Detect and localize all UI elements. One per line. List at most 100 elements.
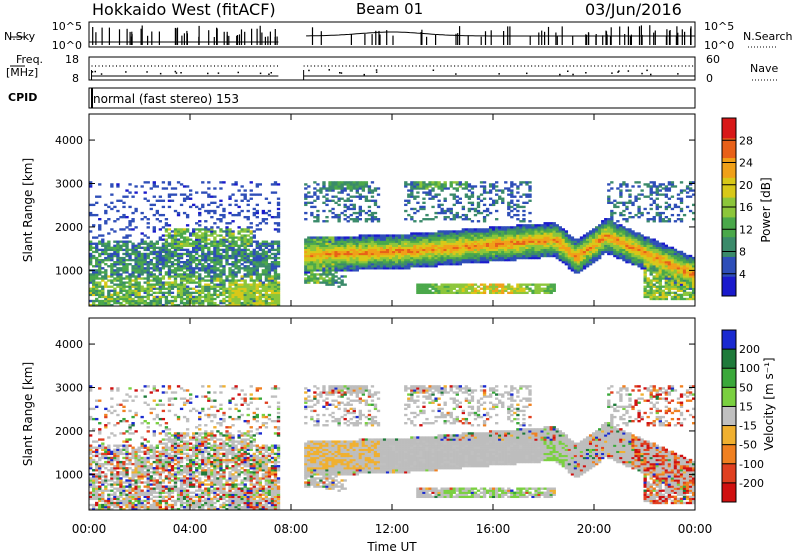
power-cell [558,244,562,247]
power-cell [140,242,144,245]
power-cell [225,275,229,278]
power-cell [361,236,366,239]
power-cell [413,183,417,186]
power-cell [458,287,462,290]
power-cell [495,236,499,239]
power-cell [192,244,196,247]
power-cell [358,242,362,245]
power-cell [498,228,502,231]
power-cell [304,201,308,205]
power-cell [310,238,314,241]
power-cell [113,283,117,286]
power-cell [582,246,587,250]
freq-mark [618,70,620,72]
power-cell [316,265,320,268]
power-cell [407,189,411,192]
power-cell [155,297,159,301]
power-cell [404,267,408,270]
power-cell [625,232,629,235]
power-cell [173,303,178,307]
power-cell [346,260,350,264]
power-cell [243,291,247,295]
power-cell [631,242,635,245]
power-cell [276,244,281,247]
power-cell [234,242,238,245]
power-cell [434,250,438,254]
power-cell [149,275,153,278]
power-cell [525,246,529,250]
power-cell [207,293,211,297]
power-cell [528,236,532,239]
power-cell [364,250,369,254]
power-cell [588,256,593,260]
power-cell [431,232,435,235]
power-cell [528,283,532,286]
power-cell [640,242,644,245]
power-cell [246,242,250,245]
power-cell [398,250,402,254]
power-cell [164,242,169,245]
power-cell [561,228,566,231]
power-cell [591,240,596,243]
power-cell [255,277,259,280]
power-cell [216,248,220,252]
power-cell [637,240,641,243]
power-cell [264,299,269,303]
power-cell [188,269,193,272]
power-cell [116,271,120,274]
power-cell [307,256,311,260]
power-cell [219,271,223,274]
power-cell [316,260,320,264]
power-cell [343,238,347,241]
power-cell [337,181,341,184]
power-cell [201,244,205,247]
power-cell [519,250,523,254]
power-cell [110,265,114,268]
power-cell [401,252,405,256]
power-cell [255,252,259,256]
power-cell [325,187,329,190]
power-cell [116,297,120,301]
power-cell [440,242,444,245]
power-cell [316,252,320,256]
power-cell [246,271,250,274]
power-cell [246,285,250,288]
power-cell [207,295,211,299]
power-cell [276,248,281,252]
power-cell [385,263,390,266]
power-cell [452,232,456,235]
power-cell [485,240,490,243]
power-cell [188,287,193,290]
power-cell [564,254,569,258]
power-cell [582,236,587,239]
power-cell [276,228,281,231]
power-cell [367,199,372,202]
power-cell [392,267,396,270]
power-cell [531,238,535,241]
power-cell [249,181,253,184]
power-cell [140,267,144,270]
power-cell [164,301,169,305]
power-cell [337,242,341,245]
power-cell [607,224,611,227]
power-cell [443,232,447,235]
power-cell [170,301,175,305]
power-cell [173,228,178,231]
power-cell [343,256,347,260]
power-cell [222,236,226,239]
power-cell [637,211,641,215]
power-cell [219,244,223,247]
power-cell [491,250,496,254]
power-cell [258,222,263,225]
power-cell [140,232,144,235]
power-cell [513,207,517,211]
power-cell [473,248,478,252]
power-cell [164,258,169,262]
power-cell [607,218,611,221]
power-cell [349,242,353,245]
power-cell [261,289,266,292]
power-cell [195,301,199,305]
power-cell [210,256,214,260]
power-cell [428,260,432,264]
power-cell [152,301,156,305]
